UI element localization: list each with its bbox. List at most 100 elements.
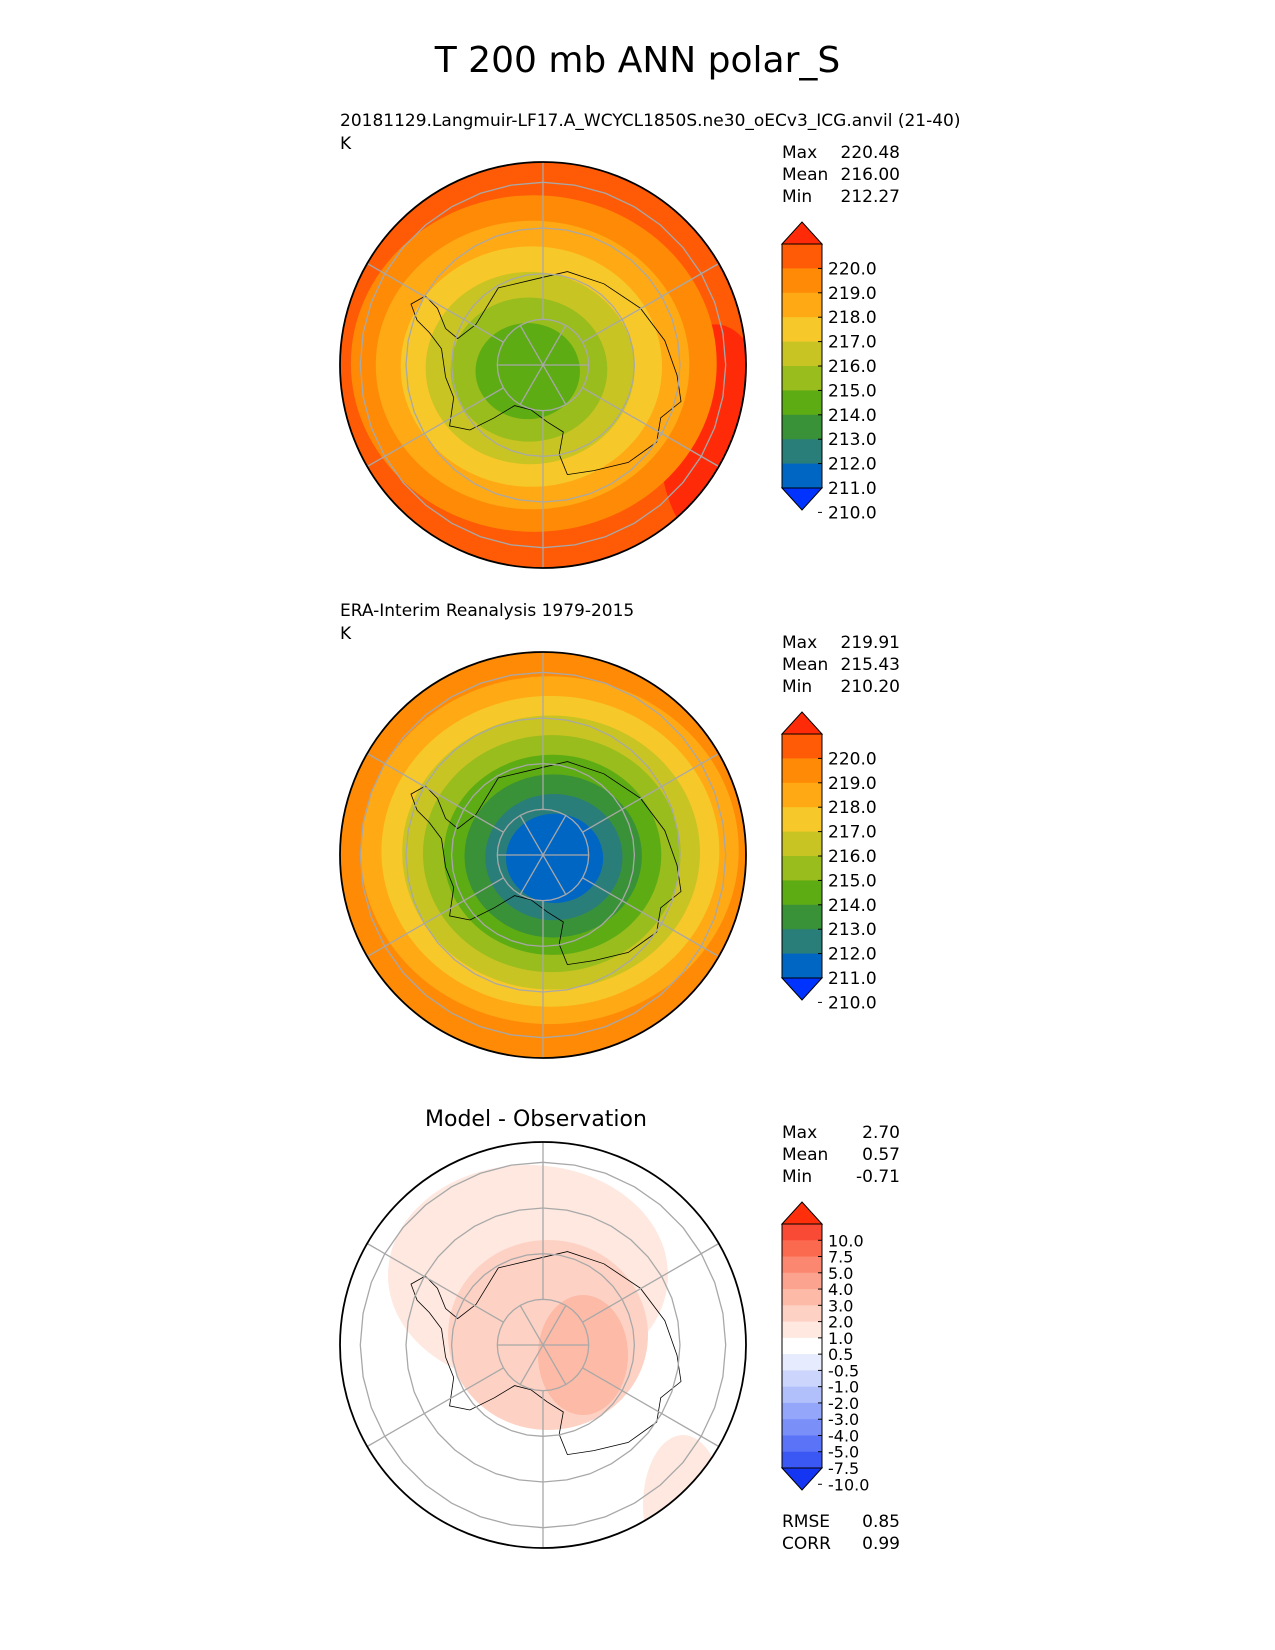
meridian-line [582, 1367, 720, 1448]
stat-min-value: 210.20 [840, 677, 900, 697]
colorbar-tick-label: 0.5 [828, 1345, 853, 1364]
colorbar-segment [782, 1402, 822, 1420]
colorbar-tick-label: 215.0 [828, 381, 877, 401]
colorbar-segment [782, 856, 822, 881]
colorbar-segment [782, 734, 822, 759]
colorbar-extend-min [780, 1467, 824, 1491]
colorbar-frame [781, 1223, 823, 1469]
latitude-circle [359, 181, 727, 549]
stat-max-label: Max [782, 633, 818, 653]
colorbar-tick-label: -5.0 [828, 1443, 859, 1462]
colorbar-tick-label: 218.0 [828, 308, 877, 328]
colorbar-tick-label: 219.0 [828, 774, 877, 794]
colorbar-tick-label: 214.0 [828, 406, 877, 426]
latitude-circle [450, 762, 636, 948]
colorbar-segment [782, 782, 822, 808]
colorbar-segment [782, 317, 822, 343]
figure-title: T 200 mb ANN polar_S [434, 40, 841, 81]
polar-plot-3 [339, 1141, 747, 1549]
colorbar-tick-label: 220.0 [828, 749, 877, 769]
colorbar-tick-label: 10.0 [828, 1231, 864, 1250]
meridian-line [366, 387, 504, 468]
panel1-units: K [340, 134, 352, 154]
colorbar-segment [782, 366, 822, 391]
latitude-circle [496, 318, 590, 412]
latitude-circle [450, 272, 636, 458]
colorbar-tick-label: -10.0 [828, 1475, 869, 1494]
colorbar-tick-label: 213.0 [828, 430, 877, 450]
coastline [410, 271, 682, 476]
stat-mean-label: Mean [782, 1145, 829, 1165]
colorbar-extend-max [780, 221, 824, 245]
colorbar-segment [782, 390, 822, 416]
colorbar-tick-label: 210.0 [828, 993, 877, 1013]
latitude-circle [496, 808, 590, 902]
colorbar-tick-label: 5.0 [828, 1264, 853, 1283]
polar-plot-1 [339, 161, 747, 569]
colorbar-segment [782, 1354, 822, 1371]
field-contour [643, 1435, 723, 1548]
colorbar-tick-label: 215.0 [828, 871, 877, 891]
stat-min-value: 212.27 [840, 187, 900, 207]
coastline [410, 761, 682, 966]
stat-max-value: 219.91 [840, 633, 900, 653]
colorbar-segment [782, 929, 822, 955]
panel2-stats: Max 219.91 Mean 215.43 Min 210.20 [782, 632, 900, 698]
colorbar-tick-label: -0.5 [828, 1361, 859, 1380]
colorbar-segment [782, 758, 822, 784]
stat-mean-label: Mean [782, 165, 829, 185]
latitude-circle [405, 227, 681, 503]
rmse-value: 0.85 [862, 1512, 900, 1532]
colorbar-segment [782, 904, 822, 930]
latitude-circle [450, 1253, 636, 1437]
field-contour [538, 1295, 628, 1415]
colorbar-segment [782, 1272, 822, 1290]
meridian-line [582, 877, 720, 958]
field-contour [506, 813, 604, 903]
colorbar-3: 10.07.55.04.03.02.01.00.5-0.5-1.0-2.0-3.… [780, 1201, 869, 1494]
stat-max-value: 220.48 [840, 143, 900, 163]
colorbar-segment [782, 1240, 822, 1258]
colorbar-tick-label: -7.5 [828, 1459, 859, 1478]
colorbar-tick-label: 211.0 [828, 969, 877, 989]
latitude-circle [359, 1161, 727, 1529]
colorbar-extend-min [780, 977, 824, 1001]
colorbar-tick-label: 1.0 [828, 1329, 853, 1348]
colorbar-segment [782, 244, 822, 269]
colorbar-segment [782, 1305, 822, 1323]
panel2-title: ERA-Interim Reanalysis 1979-2015 [340, 601, 635, 621]
colorbar-tick-label: 7.5 [828, 1248, 853, 1267]
colorbar-tick-label: 211.0 [828, 479, 877, 499]
meridian-line [582, 1242, 720, 1323]
panel3-stats: Max 2.70 Mean 0.57 Min -0.71 [782, 1122, 900, 1188]
colorbar-segment [782, 1256, 822, 1274]
panel3-scores: RMSE 0.85 CORR 0.99 [782, 1511, 900, 1555]
colorbar-segment [782, 953, 822, 979]
colorbar-tick-label: 216.0 [828, 357, 877, 377]
panel1-stats: Max 220.48 Mean 216.00 Min 212.27 [782, 142, 900, 208]
meridian-line [366, 752, 504, 833]
stat-min-value: -0.71 [856, 1167, 900, 1187]
latitude-circle [496, 1298, 590, 1392]
colorbar-segment [782, 268, 822, 294]
colorbar-segment [782, 1337, 822, 1355]
colorbar-segment [782, 463, 822, 489]
colorbar-segment [782, 1224, 822, 1241]
colorbar-segment [782, 1386, 822, 1404]
panel2-units: K [340, 624, 352, 644]
stat-mean-label: Mean [782, 655, 829, 675]
colorbar-tick-label: 4.0 [828, 1280, 853, 1299]
latitude-circle [405, 717, 681, 993]
colorbar-tick-label: -2.0 [828, 1394, 859, 1413]
stat-min-label: Min [782, 187, 813, 207]
colorbar-segment [782, 1435, 822, 1453]
map-boundary [339, 1141, 747, 1549]
colorbar-tick-label: 219.0 [828, 284, 877, 304]
stat-mean-value: 216.00 [840, 165, 900, 185]
meridian-line [519, 1305, 567, 1385]
colorbar-tick-label: 220.0 [828, 259, 877, 279]
colorbar-segment [782, 292, 822, 318]
polar-plot-2 [339, 651, 747, 1059]
colorbar-segment [782, 1419, 822, 1436]
panel1-title: 20181129.Langmuir-LF17.A_WCYCL1850S.ne30… [340, 111, 961, 131]
